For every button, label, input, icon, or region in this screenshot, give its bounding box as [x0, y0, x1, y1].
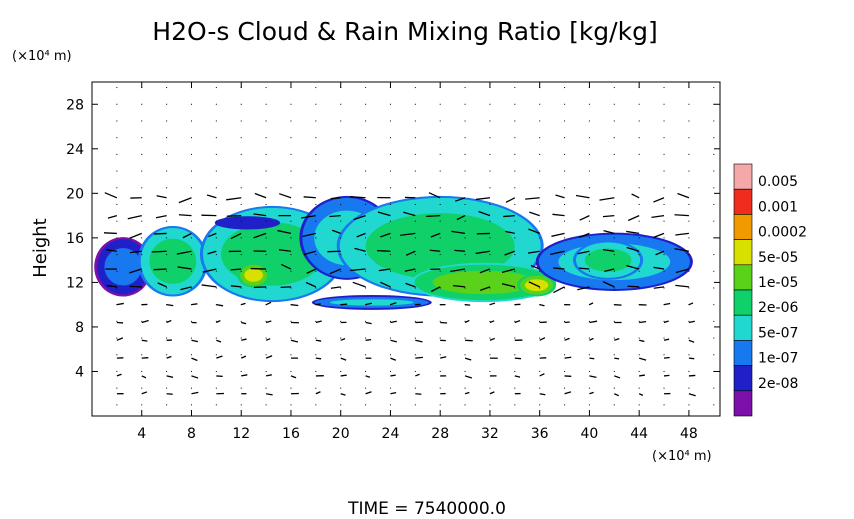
colorbar-swatch	[733, 390, 753, 417]
y-axis-label: Height	[30, 218, 51, 278]
colorbar-swatch	[733, 365, 753, 392]
colorbar-swatch	[733, 239, 753, 266]
mixing-ratio-field	[94, 195, 693, 310]
colorbar-swatch	[733, 264, 753, 291]
y-tick-label: 8	[75, 320, 84, 336]
x-tick-label: 4	[137, 426, 146, 442]
y-tick-label: 16	[66, 231, 84, 247]
y-tick-label: 12	[66, 275, 84, 291]
x-tick-label: 40	[581, 426, 599, 442]
colorbar-label: 1e-07	[758, 351, 798, 367]
colorbar-swatch	[733, 340, 753, 366]
colorbar-label: 0.001	[758, 199, 798, 215]
y-unit-label: (×10⁴ m)	[12, 49, 72, 64]
colorbar-swatch	[733, 314, 753, 341]
region-1	[149, 238, 197, 284]
colorbar-label: 1e-05	[758, 275, 798, 291]
region-3	[244, 268, 263, 282]
x-unit-label: (×10⁴ m)	[652, 449, 712, 464]
region-0	[104, 248, 142, 286]
colorbar-swatch	[733, 214, 753, 240]
x-tick-label: 36	[531, 426, 549, 442]
x-tick-label: 20	[332, 426, 350, 442]
y-tick-label: 4	[75, 364, 84, 380]
x-tick-label: 44	[630, 426, 648, 442]
x-tick-label: 12	[232, 426, 250, 442]
x-tick-label: 32	[481, 426, 499, 442]
x-tick-label: 48	[680, 426, 698, 442]
colorbar-label: 0.005	[758, 174, 798, 190]
y-axis: 4 8 12 16 20 24 28	[66, 97, 720, 380]
colorbar-label: 5e-07	[758, 325, 798, 341]
time-label: TIME = 7540000.0	[347, 499, 506, 519]
region-6	[432, 270, 536, 295]
x-axis: 4 8 12 16 20 24 28 32 36 40 44 48	[137, 82, 698, 442]
colorbar-label: 2e-06	[758, 300, 798, 316]
x-tick-label: 24	[382, 426, 400, 442]
colorbar-label: 0.0002	[758, 225, 807, 241]
region-9	[584, 248, 632, 272]
x-tick-label: 8	[187, 426, 196, 442]
y-tick-label: 20	[66, 186, 84, 202]
wind-vectors	[103, 192, 696, 397]
colorbar-swatch	[733, 163, 753, 190]
colorbar-swatch	[733, 188, 753, 215]
y-tick-label: 24	[66, 142, 84, 158]
colorbar-label: 5e-05	[758, 250, 798, 266]
plot-frame	[91, 81, 721, 417]
y-tick-label: 28	[66, 97, 84, 113]
region-10	[214, 216, 281, 230]
colorbar-swatch	[733, 289, 753, 316]
x-tick-label: 28	[431, 426, 449, 442]
x-tick-label: 16	[282, 426, 300, 442]
colorbar: 0.005 0.001 0.0002 5e-05 1e-05 2e-06 5e-07 1e-0…	[733, 163, 807, 417]
colorbar-label: 2e-08	[758, 376, 798, 392]
chart-title: H2O-s Cloud & Rain Mixing Ratio [kg/kg]	[152, 17, 657, 46]
